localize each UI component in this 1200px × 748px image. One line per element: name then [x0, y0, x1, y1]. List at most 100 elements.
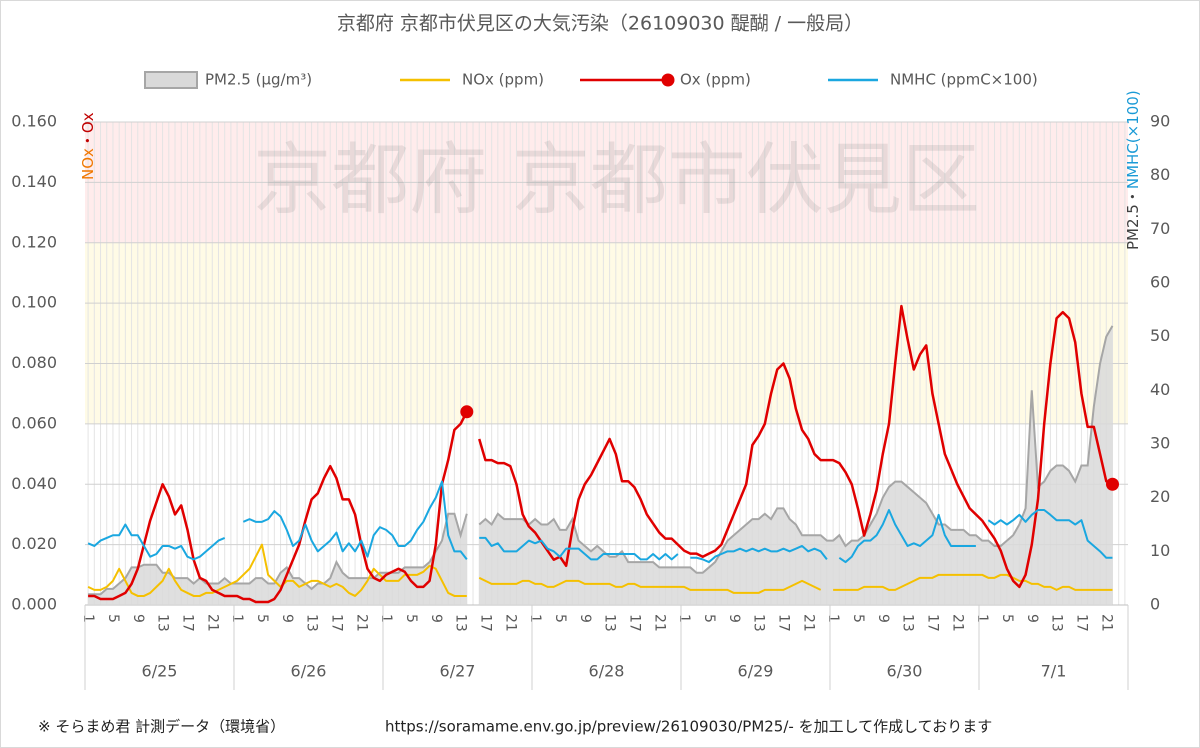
y2-tick-label: 10	[1150, 541, 1170, 560]
legend-label: PM2.5 (μg/m³)	[205, 71, 312, 89]
x-tick-label: 9	[279, 614, 295, 623]
line	[833, 573, 1113, 591]
y2-tick-label: 40	[1150, 380, 1170, 399]
legend-label: NOx (ppm)	[462, 71, 544, 89]
x-tick-label: 17	[328, 614, 344, 632]
x-tick-label: 9	[130, 614, 146, 623]
line	[87, 523, 226, 561]
x-tick-label: 21	[502, 614, 518, 632]
y-tick-label: 0.060	[11, 413, 57, 432]
y-tick-label: 0.140	[11, 172, 57, 191]
x-tick-label: 5	[254, 614, 270, 623]
x-tick-label: 9	[577, 614, 593, 623]
y2-tick-label: 50	[1150, 326, 1170, 345]
footer-source: ※ そらまめ君 計測データ（環境省）	[38, 718, 285, 736]
y-tick-label: 0.120	[11, 232, 57, 251]
x-tick-label: 5	[701, 614, 717, 623]
x-tick-label: 1	[676, 614, 692, 623]
y-axis-title: NOx・Ox	[79, 112, 97, 180]
y-tick-label: 0.000	[11, 595, 57, 614]
y-axis-title-part: NOx	[79, 148, 97, 180]
x-tick-label: 5	[105, 614, 121, 623]
y2-axis-title-part: PM2.5	[1124, 204, 1142, 250]
legend-label: NMHC (ppmC×100)	[890, 71, 1038, 89]
x-tick-label: 5	[999, 614, 1015, 623]
line	[242, 480, 468, 560]
x-tick-label: 13	[1049, 614, 1065, 632]
y-axis-title-part: ・	[79, 133, 97, 148]
x-tick-label: 17	[626, 614, 642, 632]
x-tick-label: 13	[751, 614, 767, 632]
area-outline	[478, 325, 1114, 574]
day-label: 6/29	[738, 662, 774, 681]
y2-tick-label: 80	[1150, 165, 1170, 184]
day-label: 6/30	[887, 662, 923, 681]
line	[478, 576, 822, 594]
legend-swatch	[144, 71, 198, 89]
line	[690, 544, 828, 564]
area	[479, 325, 1113, 605]
y2-tick-label: 20	[1150, 487, 1170, 506]
x-tick-label: 21	[353, 614, 369, 632]
x-tick-label: 5	[403, 614, 419, 623]
legend-marker	[661, 73, 675, 87]
x-tick-label: 21	[651, 614, 667, 632]
x-tick-label: 1	[527, 614, 543, 623]
line	[838, 509, 976, 564]
x-tick-label: 9	[875, 614, 891, 623]
x-tick-label: 17	[179, 614, 195, 632]
y2-tick-label: 90	[1150, 112, 1170, 131]
y2-axis-title-part: NMHC(×100)	[1124, 90, 1142, 189]
x-tick-label: 17	[477, 614, 493, 632]
day-label: 6/26	[291, 662, 327, 681]
y-tick-label: 0.020	[11, 534, 57, 553]
x-tick-label: 13	[155, 614, 171, 632]
y-tick-label: 0.100	[11, 293, 57, 312]
end-marker	[1105, 477, 1119, 491]
x-tick-label: 17	[1073, 614, 1089, 632]
legend-label: Ox (ppm)	[680, 71, 751, 89]
end-marker	[460, 405, 474, 419]
y2-tick-label: 60	[1150, 273, 1170, 292]
y2-tick-label: 0	[1150, 595, 1160, 614]
y2-axis-title-part: ・	[1124, 189, 1142, 204]
area-outline	[88, 512, 468, 596]
x-tick-label: 17	[924, 614, 940, 632]
x-tick-label: 1	[80, 614, 96, 623]
x-tick-label: 9	[726, 614, 742, 623]
y-axis-title-part: Ox	[79, 112, 97, 133]
chart-title: 京都府 京都市伏見区の大気汚染（26109030 醍醐 / 一般局）	[337, 13, 863, 35]
line	[479, 536, 679, 561]
line	[88, 411, 468, 604]
x-tick-label: 5	[850, 614, 866, 623]
x-tick-label: 13	[602, 614, 618, 632]
x-tick-label: 1	[229, 614, 245, 623]
y2-tick-label: 30	[1150, 434, 1170, 453]
line	[87, 543, 467, 597]
x-tick-label: 21	[204, 614, 220, 632]
x-tick-label: 21	[800, 614, 816, 632]
x-tick-label: 1	[378, 614, 394, 623]
watermark: 京都府 京都市伏見区	[253, 135, 980, 225]
x-tick-label: 13	[900, 614, 916, 632]
area	[88, 513, 467, 605]
x-tick-label: 21	[949, 614, 965, 632]
x-tick-label: 13	[304, 614, 320, 632]
footer-note: https://soramame.env.go.jp/preview/26109…	[385, 718, 992, 736]
x-tick-label: 21	[1098, 614, 1114, 632]
day-label: 7/1	[1041, 662, 1067, 681]
x-tick-label: 17	[775, 614, 791, 632]
caution-band	[85, 242, 1128, 424]
line	[987, 509, 1113, 559]
day-label: 6/25	[142, 662, 178, 681]
x-tick-label: 9	[428, 614, 444, 623]
day-label: 6/28	[589, 662, 625, 681]
x-tick-label: 13	[453, 614, 469, 632]
y-tick-label: 0.160	[11, 112, 57, 131]
y2-tick-label: 70	[1150, 219, 1170, 238]
y2-axis-title: PM2.5・NMHC(×100)	[1124, 90, 1142, 250]
line	[478, 304, 1114, 589]
day-label: 6/27	[440, 662, 476, 681]
x-tick-label: 5	[552, 614, 568, 623]
